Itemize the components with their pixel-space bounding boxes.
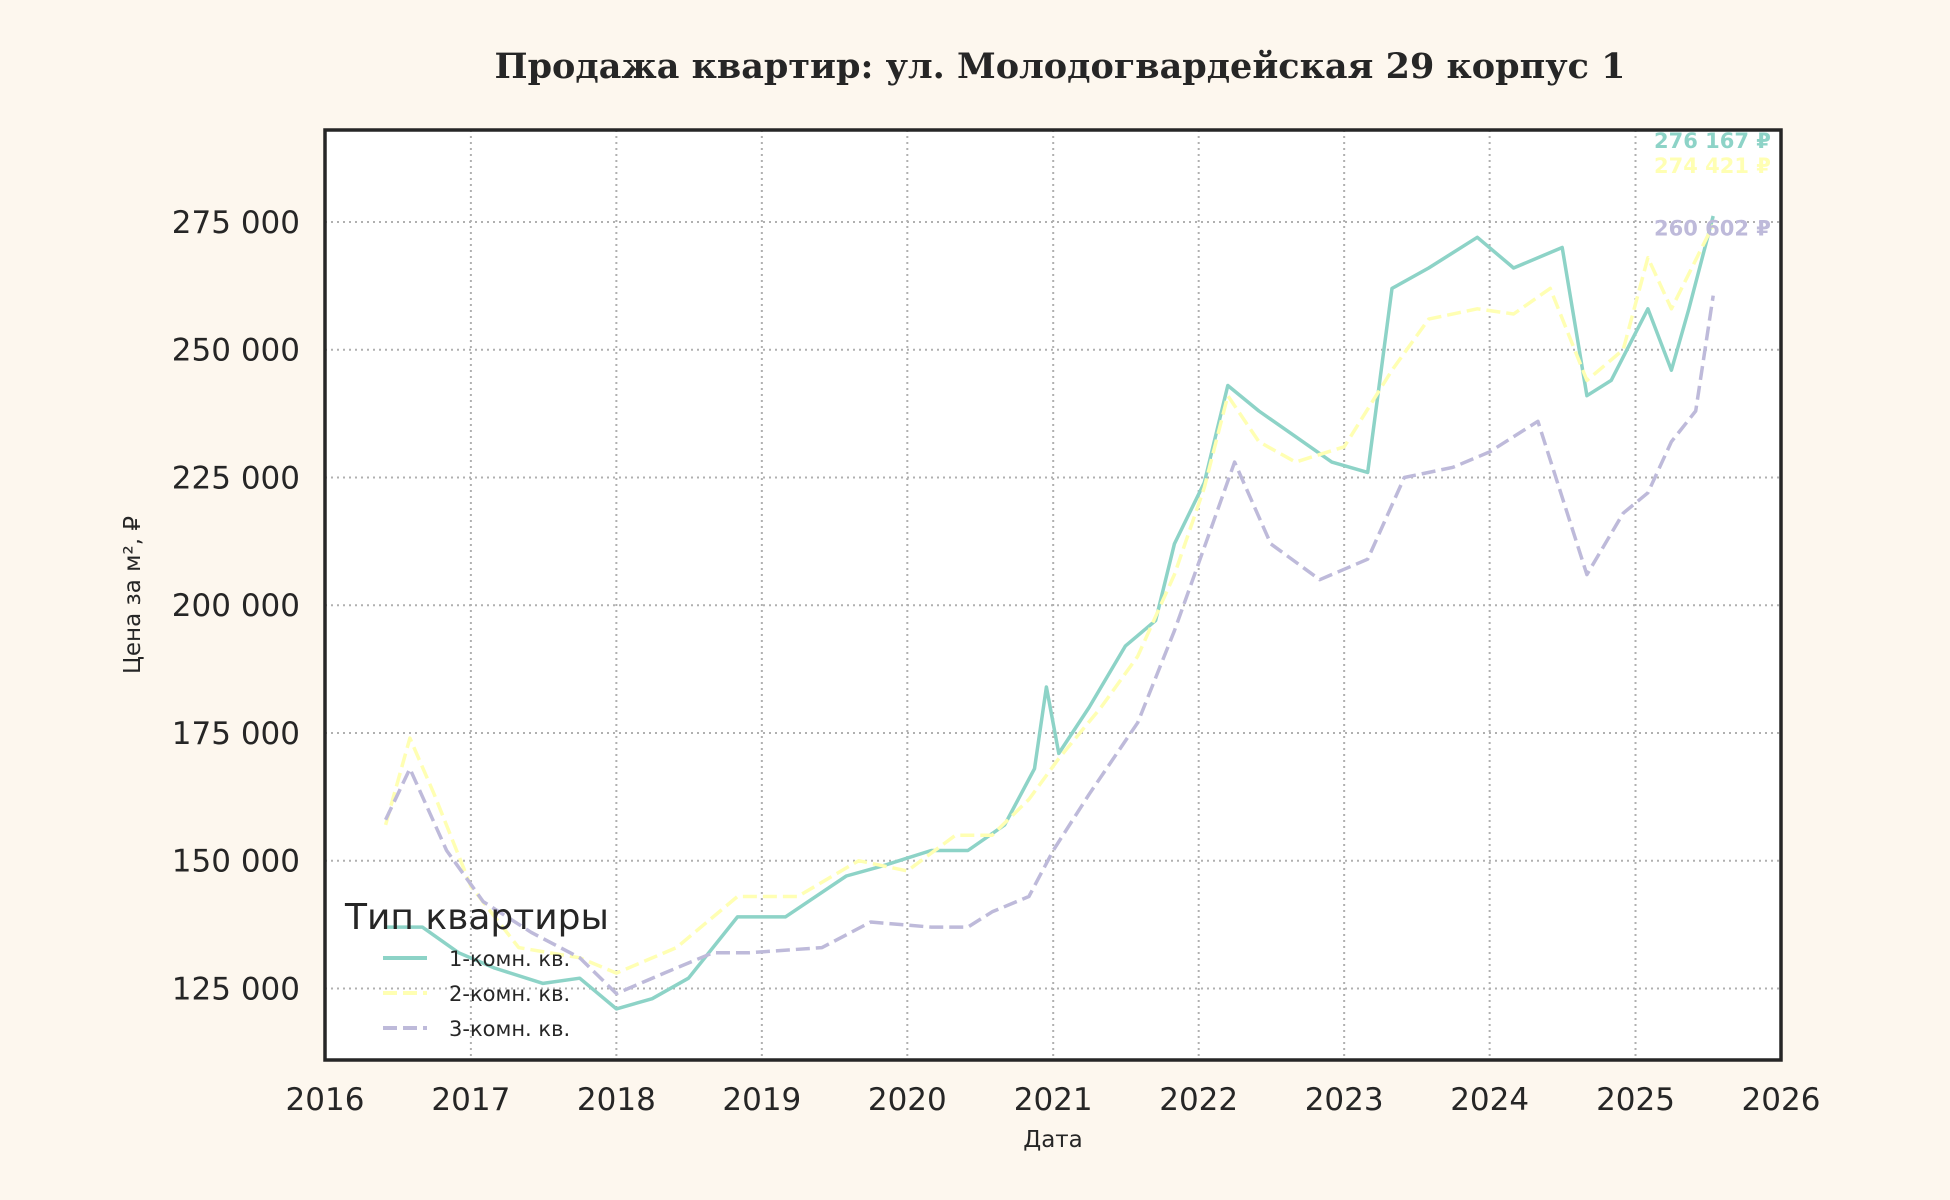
x-tick-label: 2026 bbox=[1742, 1082, 1821, 1118]
legend: Тип квартиры 1-комн. кв. 2-комн. кв. 3-ком… bbox=[344, 897, 609, 1041]
end-value-label: 274 421 ₽ bbox=[1654, 154, 1771, 178]
end-labels: 276 167 ₽274 421 ₽ 260 602 ₽ bbox=[1654, 129, 1771, 241]
series-group bbox=[383, 215, 1715, 1011]
x-axis-label: Дата bbox=[1023, 1127, 1083, 1153]
legend-item-label: 1-комн. кв. bbox=[449, 947, 570, 971]
y-tick-label: 275 000 bbox=[172, 205, 300, 241]
legend-item-label: 2-комн. кв. bbox=[449, 982, 570, 1006]
x-tick-label: 2017 bbox=[431, 1082, 510, 1118]
series-line bbox=[385, 215, 1715, 1011]
x-tick-label: 2024 bbox=[1450, 1082, 1529, 1118]
y-axis-label: Цена за м², ₽ bbox=[120, 516, 146, 674]
x-tick-label: 2019 bbox=[722, 1082, 801, 1118]
y-tick-label: 125 000 bbox=[172, 971, 300, 1007]
y-tick-label: 200 000 bbox=[172, 588, 300, 624]
y-tick-label: 250 000 bbox=[172, 333, 300, 369]
series-line bbox=[383, 224, 1715, 975]
x-tick-label: 2022 bbox=[1159, 1082, 1238, 1118]
x-tick-labels: 2016 2017 2018 2019 2020 2021 2022 2023 2024 2025… bbox=[286, 1082, 1821, 1118]
x-tick-label: 2021 bbox=[1014, 1082, 1093, 1118]
x-tick-label: 2025 bbox=[1596, 1082, 1675, 1118]
chart-title: Продажа квартир: ул. Молодогвардейская 2… bbox=[495, 46, 1626, 87]
x-tick-label: 2023 bbox=[1305, 1082, 1384, 1118]
x-tick-label: 2018 bbox=[577, 1082, 656, 1118]
y-tick-label: 175 000 bbox=[172, 716, 300, 752]
y-tick-label: 225 000 bbox=[172, 460, 300, 496]
x-tick-label: 2020 bbox=[868, 1082, 947, 1118]
end-value-label: 276 167 ₽ bbox=[1654, 129, 1771, 153]
x-tick-label: 2016 bbox=[286, 1082, 365, 1118]
plot-frame bbox=[323, 128, 1783, 1062]
legend-item-label: 3-комн. кв. bbox=[449, 1017, 570, 1041]
series-line bbox=[384, 295, 1715, 996]
legend-title: Тип квартиры bbox=[344, 897, 609, 938]
end-value-label: 260 602 ₽ bbox=[1654, 217, 1771, 241]
y-tick-labels: 125 000 150 000 175 000 200 000 225 000 250 0… bbox=[172, 205, 300, 1007]
y-tick-label: 150 000 bbox=[172, 844, 300, 880]
